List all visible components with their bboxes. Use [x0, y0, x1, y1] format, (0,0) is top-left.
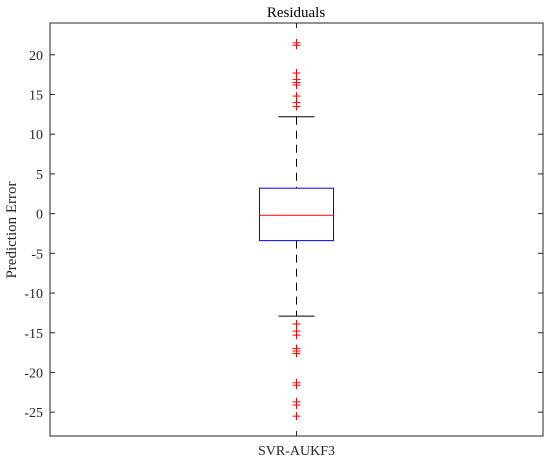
x-tick-label: SVR-AUKF3 [258, 444, 335, 459]
box-series [259, 38, 334, 421]
outlier-marker [292, 320, 301, 329]
y-tick-label: -15 [24, 327, 43, 342]
outlier-marker [292, 412, 301, 421]
y-tick-label: -10 [24, 287, 43, 302]
outlier-marker [292, 80, 301, 89]
y-tick-label: 15 [29, 88, 43, 103]
chart-title: Residuals [267, 5, 325, 21]
y-tick-label: -25 [24, 406, 43, 421]
y-tick-label: 20 [29, 49, 43, 64]
y-tick-label: 10 [29, 128, 43, 143]
iqr-box [259, 187, 334, 242]
y-tick-label: -20 [24, 366, 43, 381]
y-axis-label: Prediction Error [4, 181, 20, 278]
outlier-marker [292, 41, 301, 50]
x-axis: SVR-AUKF3 [258, 23, 335, 459]
outlier-marker [292, 349, 301, 358]
outlier-marker [292, 331, 301, 340]
outlier-marker [292, 102, 301, 111]
y-axis: -25 -20 -15 -10 -5 0 5 10 15 20 [24, 49, 543, 421]
outlier-marker [292, 381, 301, 390]
y-tick-label: 0 [36, 208, 43, 223]
outlier-marker [292, 401, 301, 410]
y-tick-label: -5 [31, 247, 43, 262]
y-tick-label: 5 [36, 168, 43, 183]
